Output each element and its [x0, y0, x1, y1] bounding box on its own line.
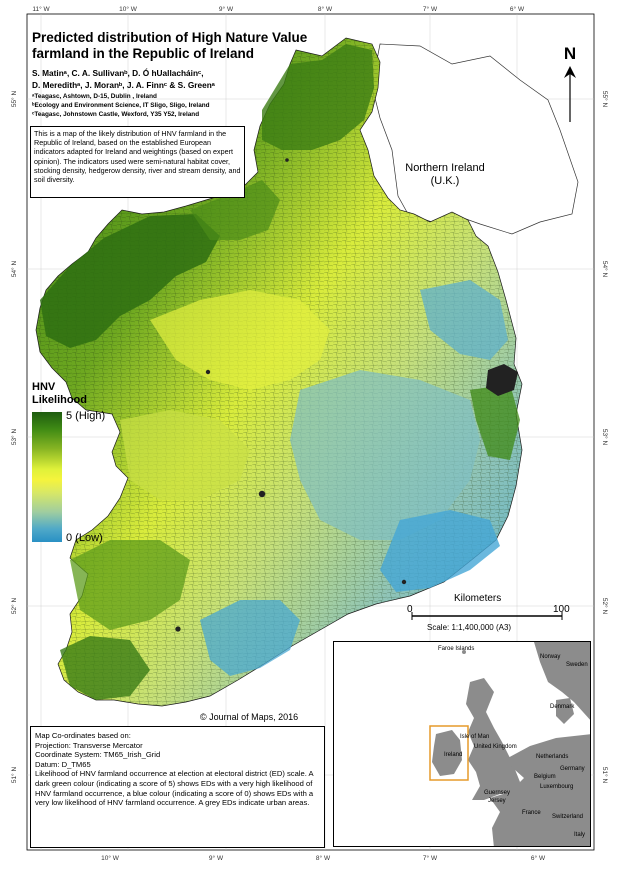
- legend-title: HNV Likelihood: [32, 381, 87, 407]
- graticule-labels: 11° W 10° W 9° W 8° W 7° W 6° W 10° W 9°…: [10, 5, 609, 862]
- inset-label-faroe: Faroe Islands: [438, 646, 475, 652]
- lat-label-left-2: 53° N: [10, 429, 18, 446]
- northern-ireland-outline: [371, 43, 579, 235]
- lat-label-left-4: 51° N: [10, 767, 18, 784]
- lon-label-top-2: 9° W: [219, 5, 234, 13]
- affiliations: ᵃTeagasc, Ashtown, D-15, Dublin , Irelan…: [32, 92, 332, 119]
- inset-label-isle-of-man: Isle of Man: [460, 734, 490, 740]
- northern-ireland-label: Northern Ireland (U.K.): [395, 162, 495, 188]
- legend-title-line-1: HNV: [32, 381, 56, 393]
- lon-label-top-4: 7° W: [423, 5, 438, 13]
- legend-color-ramp: [32, 412, 62, 542]
- inset-label-netherlands: Netherlands: [536, 754, 569, 760]
- lon-label-bottom-1: 10° W: [101, 854, 120, 862]
- lon-label-top-3: 8° W: [318, 5, 333, 13]
- inset-map: Faroe Islands Norway Sweden Denmark Isle…: [333, 641, 591, 847]
- inset-label-norway: Norway: [540, 654, 561, 660]
- inset-label-uk: United Kingdom: [474, 744, 517, 750]
- scale-zero-label: 0: [407, 604, 413, 615]
- authors-line-2: D. Meredithᵃ, J. Moranᵇ, J. A. Finnᶜ & S…: [32, 79, 215, 90]
- scale-unit-label: Kilometers: [454, 593, 502, 604]
- lon-label-top-5: 6° W: [510, 5, 525, 13]
- lat-label-right-1: 54° N: [601, 261, 609, 278]
- affiliation-c: ᶜTeagasc, Johnstown Castle, Wexford, Y35…: [32, 111, 200, 118]
- affiliation-a: ᵃTeagasc, Ashtown, D-15, Dublin , Irelan…: [32, 93, 157, 100]
- inset-label-sweden: Sweden: [566, 662, 588, 668]
- notes-box: Map Co-ordinates based on: Projection: T…: [30, 726, 325, 848]
- authors-line-1: S. Matinᵃ, C. A. Sullivanᵇ, D. Ó hUallac…: [32, 68, 204, 78]
- lat-label-left-1: 54° N: [10, 261, 18, 278]
- legend-title-line-2: Likelihood: [32, 394, 87, 406]
- notes-projection: Projection: Transverse Mercator: [35, 740, 143, 750]
- lon-label-top-0: 11° W: [32, 5, 50, 13]
- inset-label-italy: Italy: [574, 832, 586, 838]
- inset-europe: [334, 642, 590, 846]
- northern-ireland-label-line-1: Northern Ireland: [405, 162, 485, 174]
- lat-label-right-4: 51° N: [601, 767, 609, 784]
- lon-label-top-1: 10° W: [119, 5, 138, 13]
- lon-label-bottom-2: 9° W: [209, 854, 224, 862]
- lon-label-bottom-5: 6° W: [531, 854, 546, 862]
- urban-areas: [175, 158, 518, 632]
- copyright: © Journal of Maps, 2016: [200, 712, 299, 722]
- inset-label-belgium: Belgium: [534, 774, 556, 780]
- lon-label-bottom-4: 7° W: [423, 854, 438, 862]
- inset-label-guernsey: Guernsey: [484, 790, 511, 796]
- lat-label-right-0: 55° N: [601, 91, 609, 108]
- northern-ireland-label-line-2: (U.K.): [430, 175, 460, 187]
- lat-label-left-0: 55° N: [10, 91, 18, 108]
- map-title: Predicted distribution of High Nature Va…: [32, 30, 308, 61]
- lat-label-left-3: 52° N: [10, 598, 18, 615]
- inset-label-jersey: Jersey: [488, 798, 506, 804]
- lat-label-right-3: 52° N: [601, 598, 609, 615]
- scale-bar: [411, 612, 563, 620]
- legend-low-label: 0 (Low): [66, 532, 103, 544]
- scale-ratio: Scale: 1:1,400,000 (A3): [427, 623, 512, 632]
- map-description: This is a map of the likely distribution…: [30, 126, 245, 198]
- inset-label-germany: Germany: [560, 766, 585, 772]
- notes-heading: Map Co-ordinates based on:: [35, 731, 131, 740]
- notes-coordinate-system: Coordinate System: TM65_Irish_Grid: [35, 750, 161, 760]
- north-arrow: N: [559, 44, 581, 124]
- hnv-regions: [40, 44, 520, 700]
- inset-label-switzerland: Switzerland: [552, 814, 584, 820]
- inset-label-luxembourg: Luxembourg: [540, 784, 574, 790]
- inset-label-ireland: Ireland: [444, 752, 463, 758]
- north-arrow-letter: N: [563, 44, 577, 63]
- scale-max-label: 100: [553, 604, 570, 615]
- lat-label-right-2: 53° N: [601, 429, 609, 446]
- inset-label-france: France: [522, 810, 541, 816]
- lon-label-bottom-3: 8° W: [316, 854, 331, 862]
- inset-ireland-highlight: [429, 725, 469, 781]
- notes-body: Likelihood of HNV farmland occurrence at…: [35, 769, 314, 808]
- north-arrow-icon: [564, 66, 576, 122]
- inset-label-denmark: Denmark: [550, 704, 575, 710]
- authors: S. Matinᵃ, C. A. Sullivanᵇ, D. Ó hUallac…: [32, 68, 332, 91]
- legend-high-label: 5 (High): [66, 410, 106, 422]
- notes-datum: Datum: D_TM65: [35, 759, 91, 769]
- affiliation-b: ᵇEcology and Environment Science, IT Sli…: [32, 102, 210, 109]
